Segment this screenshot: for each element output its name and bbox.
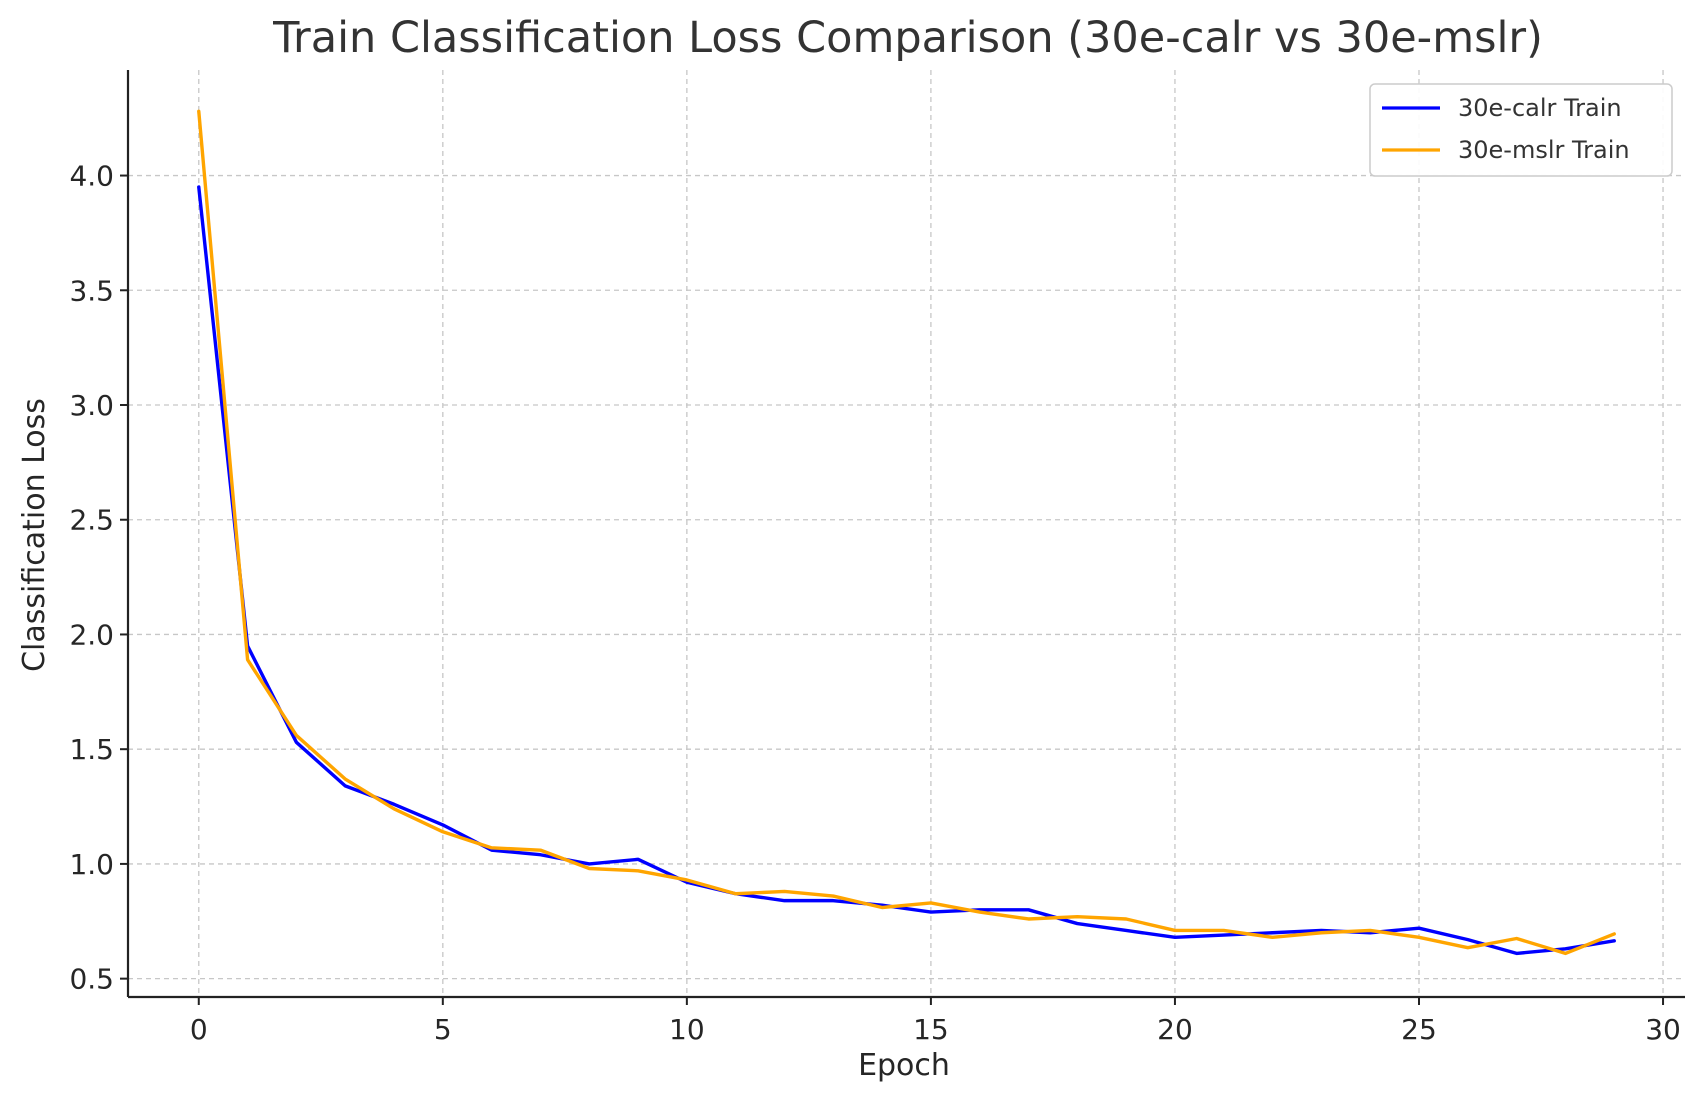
series-line-calr	[197, 185, 1616, 956]
y-tick-label: 3.5	[69, 274, 114, 307]
y-tick-label: 1.5	[69, 733, 114, 766]
axes	[126, 70, 1685, 999]
y-tick-label: 2.5	[69, 504, 114, 537]
grid	[128, 70, 1685, 997]
y-tick-label: 2.0	[69, 618, 114, 651]
y-axis-ticks: 0.5 1.0 1.5 2.0 2.5 3.0 3.5 4.0	[69, 160, 128, 996]
legend-frame	[1369, 83, 1673, 177]
y-tick-label: 1.0	[69, 848, 114, 881]
x-tick-label: 0	[190, 1013, 208, 1046]
x-axis-label: Epoch	[858, 1048, 950, 1083]
chart-title: Train Classification Loss Comparison (30…	[272, 13, 1543, 63]
series-line-mslr	[197, 109, 1616, 956]
legend-label-calr: 30e-calr Train	[1458, 94, 1622, 122]
legend-label-mslr: 30e-mslr Train	[1458, 136, 1630, 164]
x-tick-label: 5	[434, 1013, 452, 1046]
x-tick-label: 25	[1401, 1013, 1437, 1046]
y-tick-label: 0.5	[69, 963, 114, 996]
x-tick-label: 15	[913, 1013, 949, 1046]
x-tick-label: 30	[1645, 1013, 1681, 1046]
y-tick-label: 4.0	[69, 160, 114, 193]
y-axis-label: Classification Loss	[17, 398, 52, 672]
y-tick-label: 3.0	[69, 389, 114, 422]
series-lines	[197, 109, 1616, 956]
x-tick-label: 20	[1157, 1013, 1193, 1046]
legend: 30e-calr Train 30e-mslr Train	[1369, 83, 1673, 177]
x-tick-label: 10	[669, 1013, 705, 1046]
x-axis-ticks: 0 5 10 15 20 25 30	[190, 997, 1681, 1046]
